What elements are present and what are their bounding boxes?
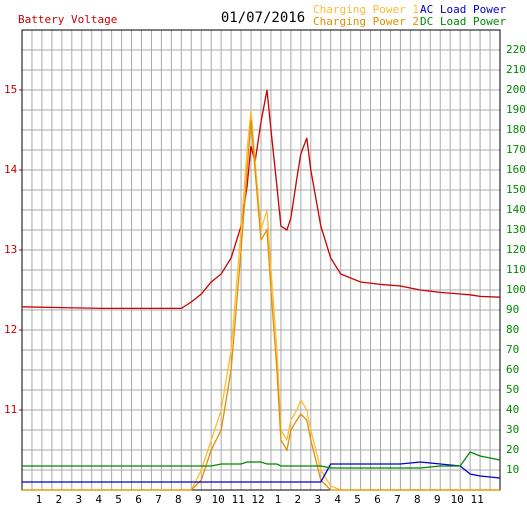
y2-tick-label: 190 <box>506 103 526 116</box>
chart-title: Battery Voltage <box>18 13 117 26</box>
x-tick-label: 8 <box>414 493 421 506</box>
y2-tick-label: 30 <box>506 423 519 436</box>
y-tick-label: 12 <box>4 323 17 336</box>
x-tick-label: 11 <box>470 493 483 506</box>
x-tick-label: 4 <box>95 493 102 506</box>
x-tick-label: 5 <box>354 493 361 506</box>
x-tick-label: 10 <box>212 493 225 506</box>
y2-tick-label: 220 <box>506 43 526 56</box>
y2-tick-label: 80 <box>506 323 519 336</box>
series-line <box>21 89 501 310</box>
series-line <box>22 119 500 491</box>
y-tick-label: 13 <box>4 243 17 256</box>
y2-tick-label: 10 <box>506 463 519 476</box>
x-tick-label: 11 <box>231 493 244 506</box>
x-tick-label: 12 <box>251 493 264 506</box>
y2-tick-label: 200 <box>506 83 526 96</box>
y-tick-label: 14 <box>4 163 18 176</box>
y2-tick-label: 20 <box>506 443 519 456</box>
y2-tick-label: 40 <box>506 403 519 416</box>
x-tick-label: 6 <box>135 493 142 506</box>
x-tick-label: 7 <box>155 493 162 506</box>
plot-border <box>21 29 501 491</box>
x-tick-label: 7 <box>394 493 401 506</box>
x-tick-label: 1 <box>275 493 282 506</box>
x-tick-label: 1 <box>36 493 43 506</box>
y2-tick-label: 60 <box>506 363 519 376</box>
y2-tick-label: 180 <box>506 123 526 136</box>
x-tick-label: 4 <box>334 493 341 506</box>
legend-label: DC Load Power <box>420 15 506 28</box>
legend-label: Charging Power 1 <box>313 3 419 16</box>
x-tick-label: 3 <box>75 493 82 506</box>
y-tick-label: 15 <box>4 83 17 96</box>
x-tick-label: 6 <box>374 493 381 506</box>
y2-tick-label: 100 <box>506 283 526 296</box>
legend-label: Charging Power 2 <box>313 15 419 28</box>
y2-tick-label: 110 <box>506 263 526 276</box>
x-tick-label: 5 <box>115 493 122 506</box>
y2-tick-label: 160 <box>506 163 526 176</box>
y2-tick-label: 150 <box>506 183 526 196</box>
x-tick-label: 9 <box>434 493 441 506</box>
y-tick-label: 11 <box>4 403 17 416</box>
series-line <box>22 451 501 469</box>
x-tick-label: 3 <box>314 493 321 506</box>
y2-tick-label: 170 <box>506 143 526 156</box>
y2-tick-label: 50 <box>506 383 519 396</box>
x-tick-label: 2 <box>295 493 302 506</box>
legend-label: AC Load Power <box>420 3 506 16</box>
y2-tick-label: 70 <box>506 343 519 356</box>
x-tick-label: 2 <box>56 493 63 506</box>
x-tick-label: 10 <box>451 493 464 506</box>
y2-tick-label: 210 <box>506 63 526 76</box>
y2-tick-label: 140 <box>506 203 526 216</box>
x-tick-label: 8 <box>175 493 182 506</box>
series-line <box>22 461 501 483</box>
y2-tick-label: 120 <box>506 243 526 256</box>
y2-tick-label: 90 <box>506 303 519 316</box>
x-tick-label: 9 <box>195 493 202 506</box>
chart-date: 01/07/2016 <box>221 10 305 26</box>
y2-tick-label: 130 <box>506 223 526 236</box>
